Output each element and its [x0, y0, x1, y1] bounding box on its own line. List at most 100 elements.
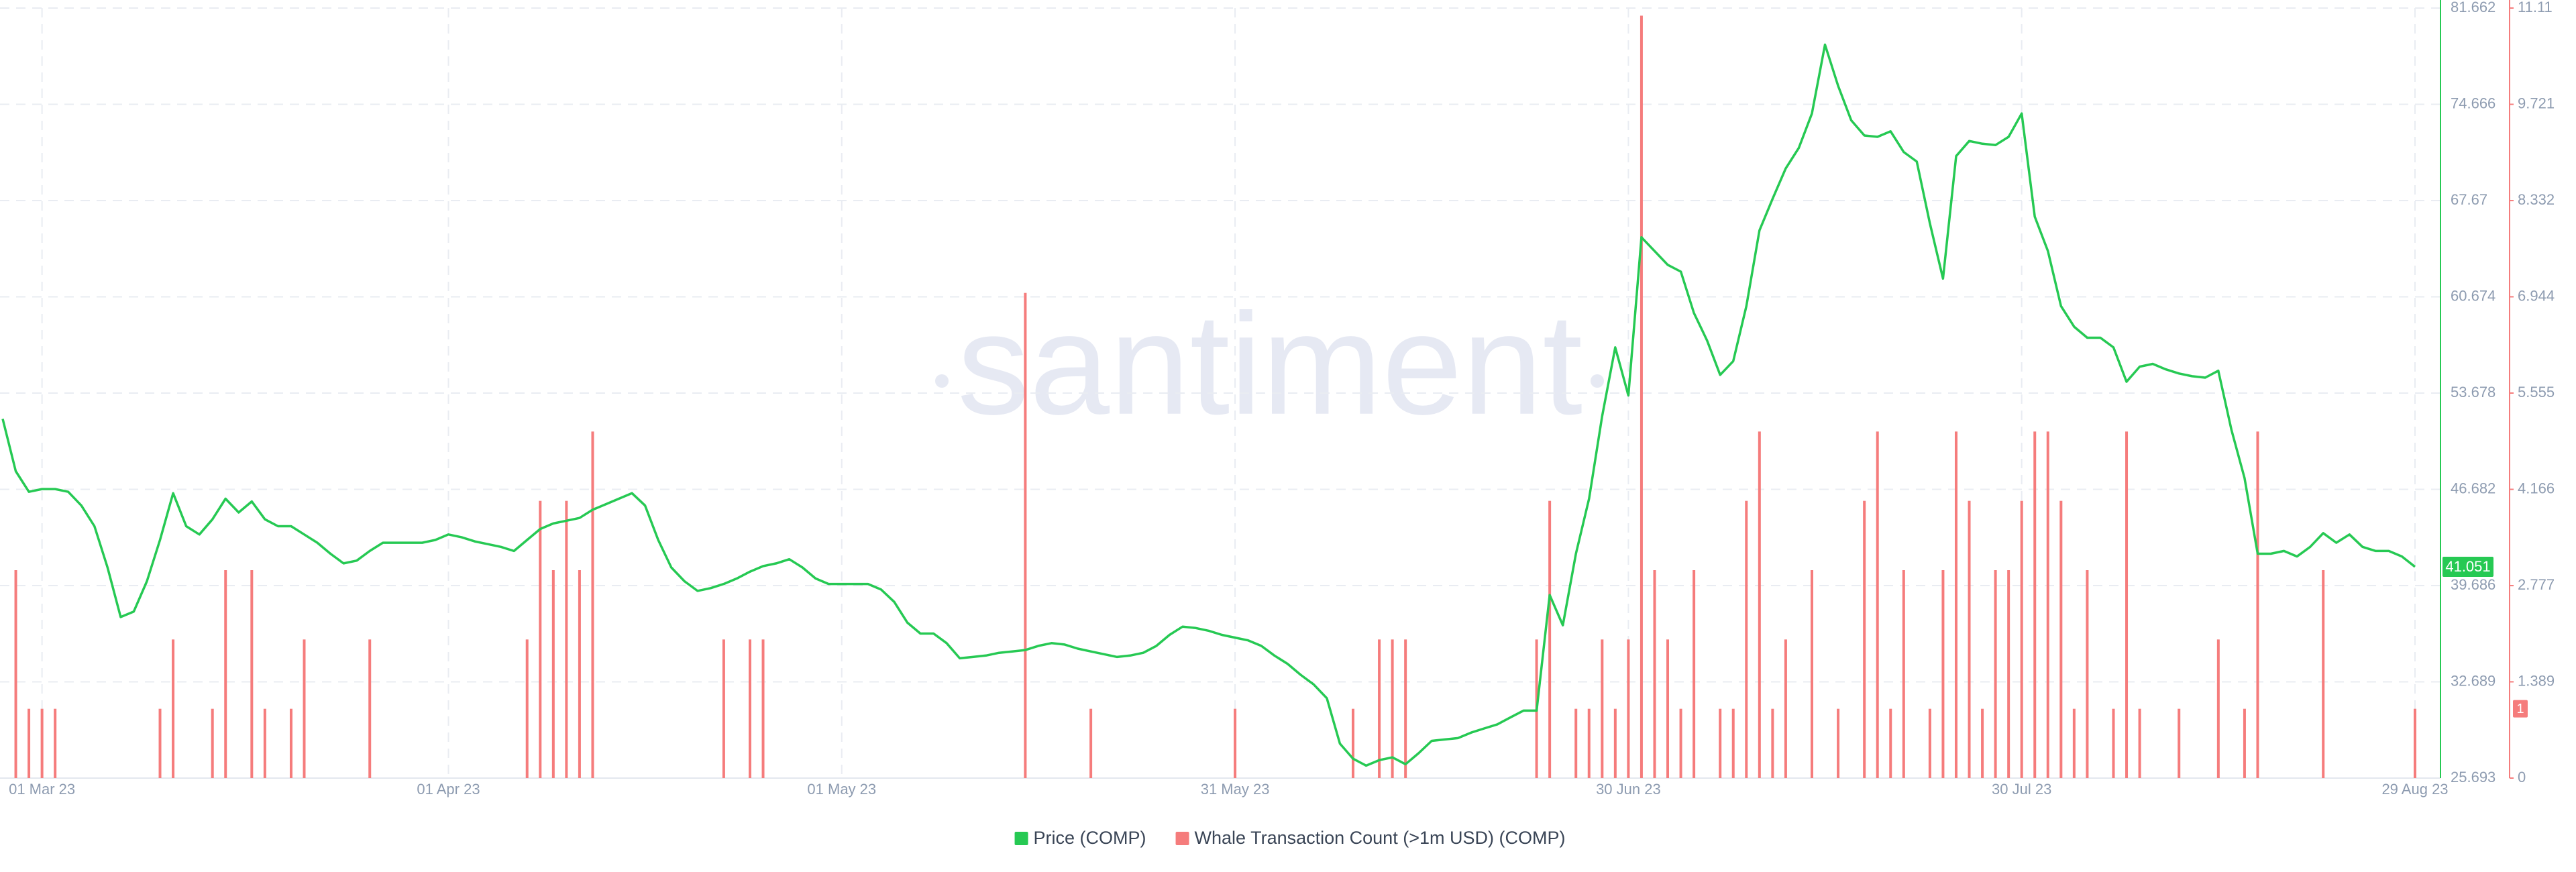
y-tick-label: 81.662 [2451, 0, 2496, 15]
legend: Price (COMP) Whale Transaction Count (>1m… [1014, 828, 1566, 848]
bar [1404, 639, 1407, 778]
y-tick-label: 39.686 [2451, 576, 2496, 593]
bar [722, 639, 725, 778]
x-tick-label: 01 May 23 [807, 781, 876, 798]
bar [2138, 708, 2141, 778]
y-tick-label: 74.666 [2451, 95, 2496, 111]
bar [1653, 570, 1656, 778]
legend-label: Whale Transaction Count (>1m USD) (COMP) [1195, 828, 1566, 848]
bar [211, 708, 214, 778]
bar [2414, 708, 2416, 778]
x-tick-label: 01 Apr 23 [417, 781, 480, 798]
bar [1601, 639, 1604, 778]
bar [1666, 639, 1670, 778]
legend-swatch [1175, 832, 1189, 845]
bar [748, 639, 751, 778]
bar [158, 708, 162, 778]
y2-tick-label: 5.555 [2518, 384, 2555, 400]
bar [1954, 431, 1957, 778]
bar [2322, 570, 2325, 778]
bar [2072, 708, 2076, 778]
bar [1876, 431, 1879, 778]
bar [1731, 708, 1735, 778]
y-tick-label: 53.678 [2451, 384, 2496, 400]
bar [2243, 708, 2246, 778]
y2-tick-label: 11.11 [2518, 0, 2553, 15]
bar [1889, 708, 1892, 778]
bar [1928, 708, 1931, 778]
bar [539, 500, 542, 778]
y-tick-label: 32.689 [2451, 672, 2496, 689]
bar [224, 570, 227, 778]
y-tick-label: 25.693 [2451, 769, 2496, 785]
bar [2112, 708, 2115, 778]
bar [525, 639, 529, 778]
bar [2178, 708, 2181, 778]
bar [28, 708, 31, 778]
bar [1024, 292, 1027, 778]
bar [2059, 500, 2063, 778]
y2-tick-label: 9.721 [2518, 95, 2555, 111]
bar [1548, 500, 1552, 778]
bar [1234, 708, 1237, 778]
bar [1574, 708, 1578, 778]
watermark-text: santiment [957, 283, 1582, 445]
legend-swatch [1014, 832, 1028, 845]
y-tick-label: 60.674 [2451, 287, 2496, 304]
bar [289, 708, 292, 778]
legend-item[interactable]: Whale Transaction Count (>1m USD) (COMP) [1175, 828, 1566, 848]
x-tick-label: 01 Mar 23 [9, 781, 75, 798]
x-tick-label: 30 Jun 23 [1596, 781, 1661, 798]
legend-label: Price (COMP) [1034, 828, 1146, 848]
bar [1351, 708, 1354, 778]
bar [1693, 570, 1696, 778]
x-tick-label: 31 May 23 [1201, 781, 1270, 798]
bar [1902, 570, 1905, 778]
y2-tick-label: 0 [2518, 769, 2526, 785]
bar [40, 708, 44, 778]
y2-tick-label: 2.777 [2518, 576, 2555, 593]
x-tick-label: 30 Jul 23 [1992, 781, 2051, 798]
bar [303, 639, 306, 778]
bar [54, 708, 57, 778]
bar [1837, 708, 1840, 778]
bar [1613, 708, 1617, 778]
bar [2216, 639, 2220, 778]
last-value-label: 41.051 [2445, 558, 2490, 575]
bar [1745, 500, 1748, 778]
y2-tick-label: 4.166 [2518, 480, 2555, 496]
bar [2020, 500, 2023, 778]
bar [565, 500, 568, 778]
bar [263, 708, 266, 778]
bar [1758, 431, 1761, 778]
bar-series [14, 15, 2416, 779]
bar [1941, 570, 1945, 778]
y2-tick-label: 8.332 [2518, 191, 2555, 208]
bar [2086, 570, 2089, 778]
y2-tick-label: 6.944 [2518, 287, 2555, 304]
bar [2007, 570, 2010, 778]
bar [14, 570, 17, 778]
bar [1863, 500, 1866, 778]
watermark-dot [935, 374, 949, 388]
price-line [1, 43, 2416, 767]
bar [1089, 708, 1093, 778]
bar [368, 639, 372, 778]
bar [578, 570, 581, 778]
bar [250, 570, 254, 778]
bar [591, 431, 594, 778]
watermark-dot [1591, 374, 1604, 388]
bar [2033, 431, 2037, 778]
last-value-label: 1 [2516, 702, 2524, 716]
bar [1627, 639, 1630, 778]
legend-item[interactable]: Price (COMP) [1014, 828, 1146, 848]
y-tick-label: 46.682 [2451, 480, 2496, 496]
bar [1771, 708, 1774, 778]
bar [1811, 570, 1813, 778]
bar [172, 639, 175, 778]
bar [551, 570, 555, 778]
bar [761, 639, 765, 778]
bar [1679, 708, 1682, 778]
bar [1784, 639, 1787, 778]
